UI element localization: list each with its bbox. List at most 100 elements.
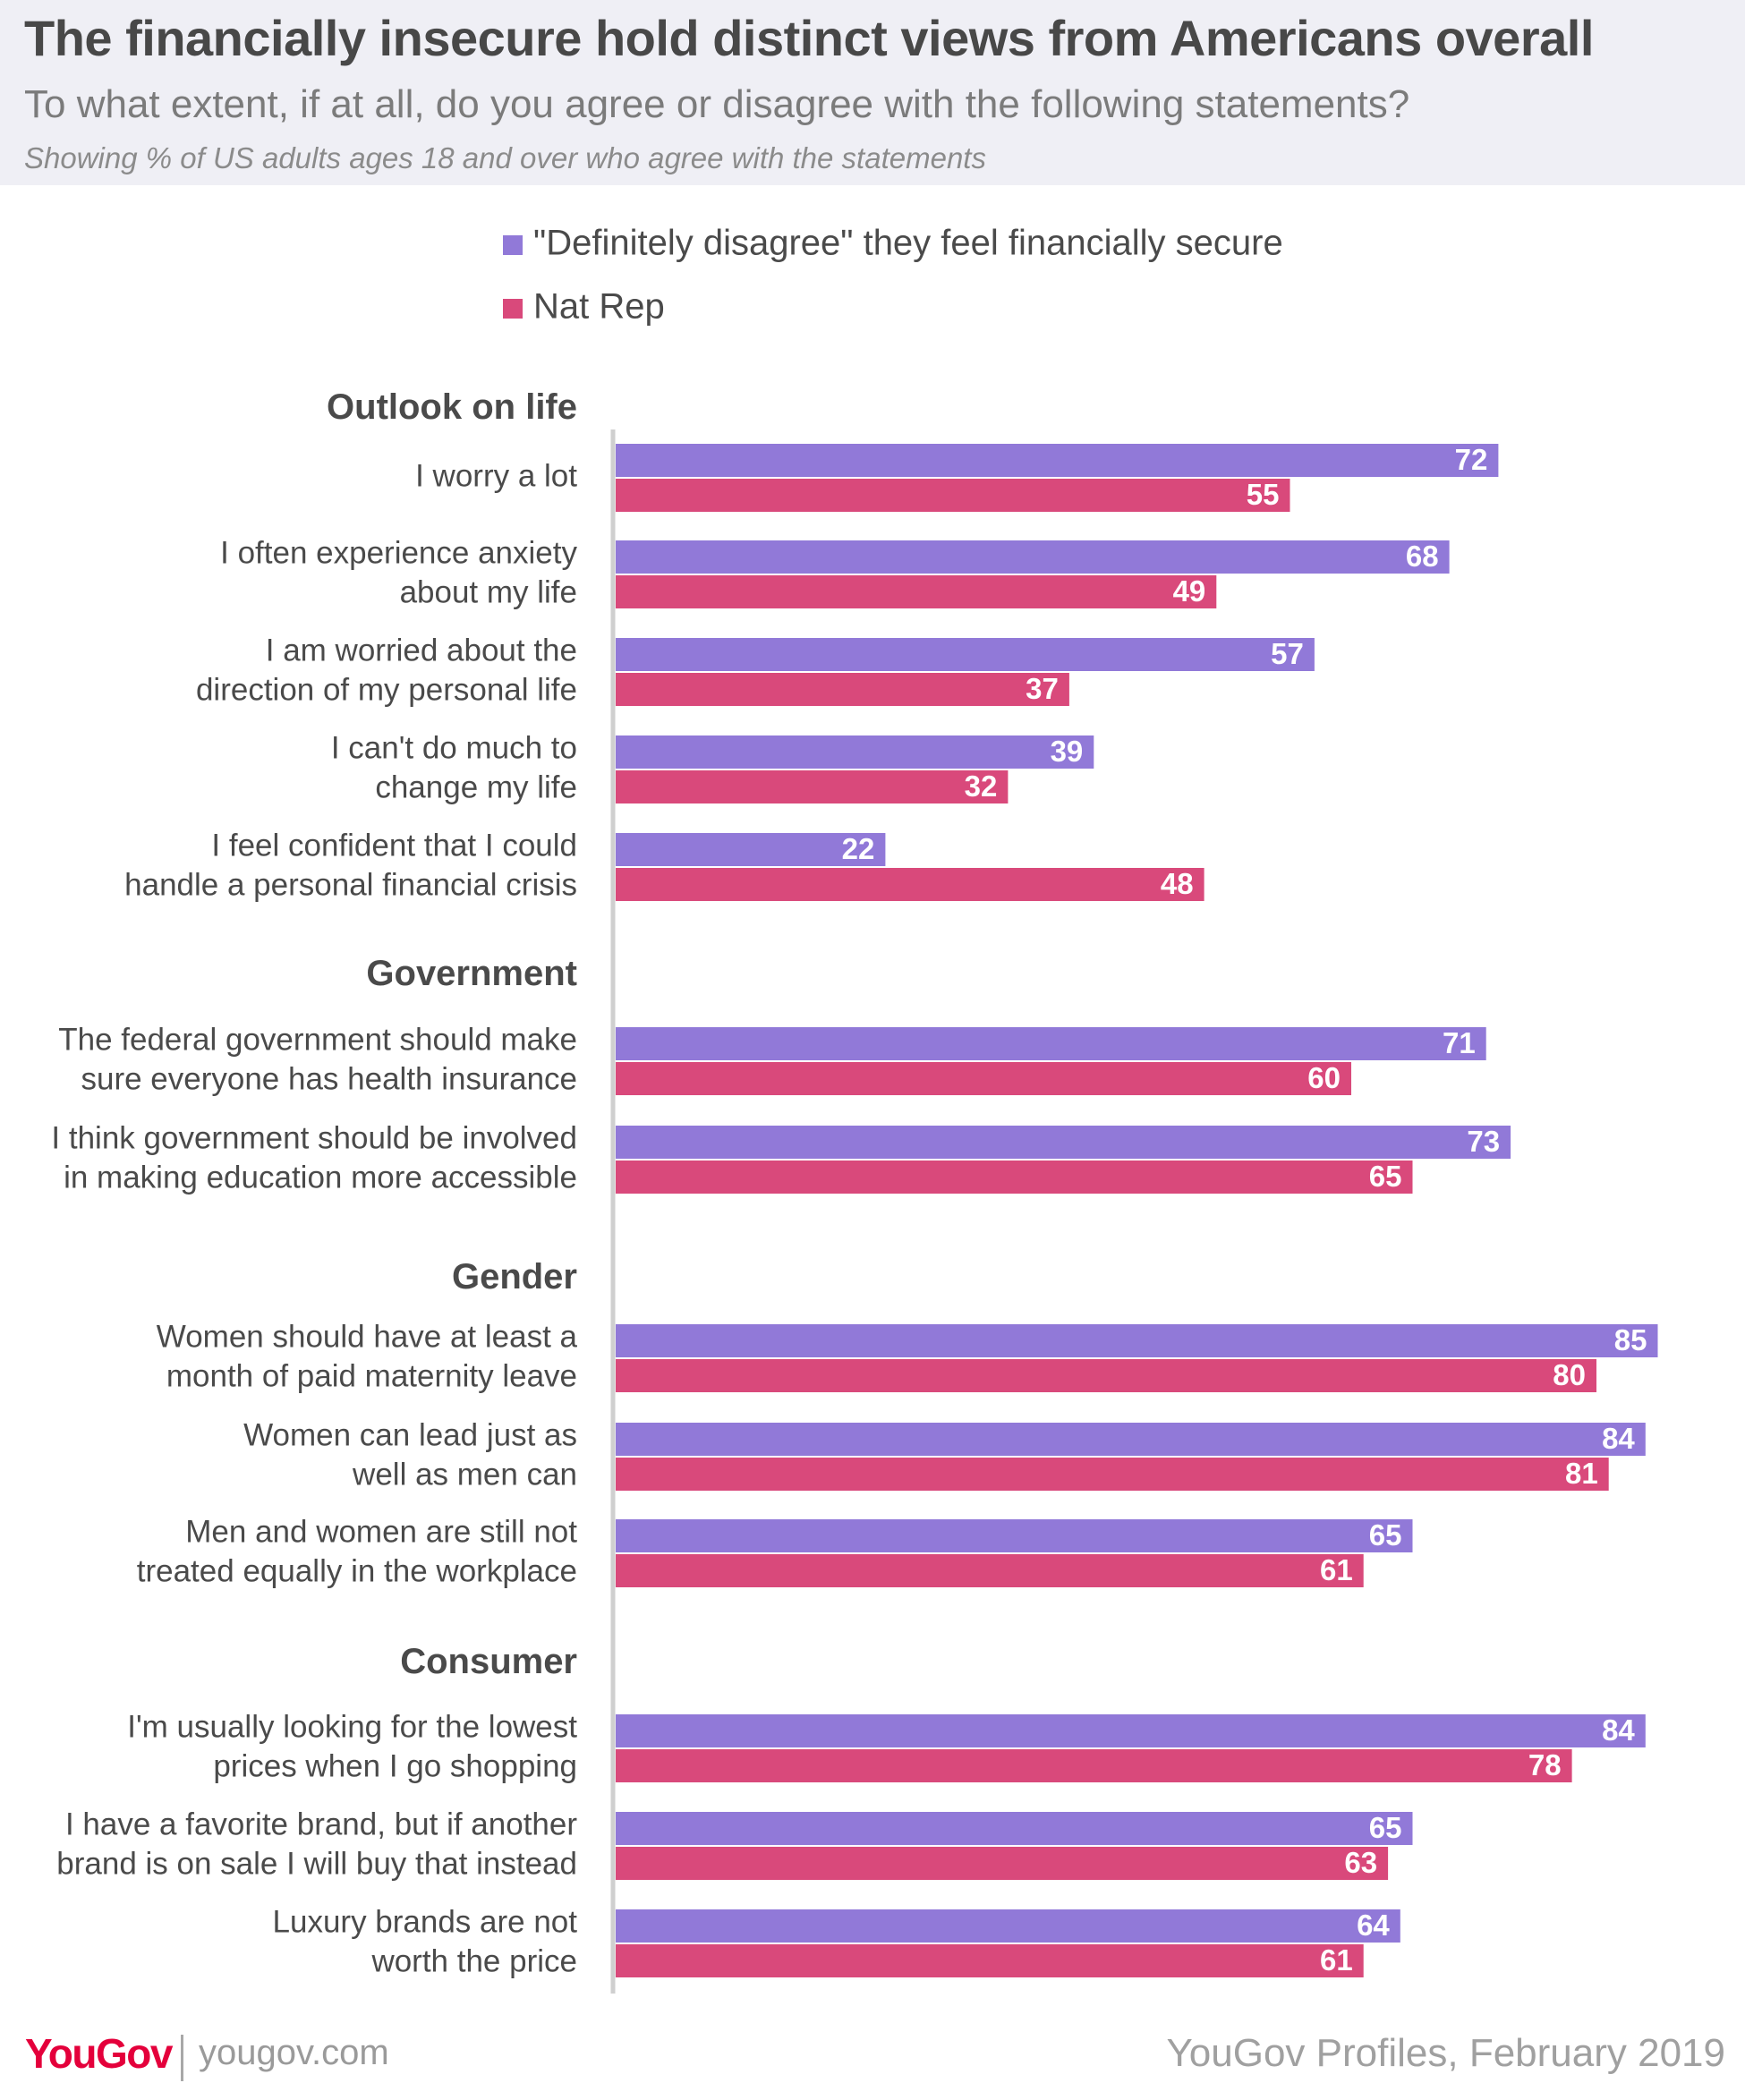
footer-url: yougov.com: [199, 2033, 389, 2072]
group-consumer: Consumer I'm usually looking for the lowe…: [56, 1642, 1646, 1978]
value-label-series-1: 85: [1614, 1323, 1647, 1356]
category-label: change my life: [375, 769, 577, 804]
value-label-series-2: 49: [1173, 574, 1206, 608]
value-label-series-1: 64: [1357, 1909, 1390, 1942]
group-header: Outlook on life: [327, 387, 577, 427]
bar-item: Women can lead just as well as men can 848…: [243, 1417, 1646, 1492]
bar-series-2: [616, 1847, 1389, 1880]
value-label-series-2: 61: [1320, 1943, 1353, 1977]
value-label-series-1: 72: [1455, 443, 1488, 476]
category-label: I often experience anxiety: [220, 535, 577, 570]
category-label: treated equally in the workplace: [137, 1553, 577, 1588]
category-label: month of paid maternity leave: [166, 1358, 577, 1393]
category-label: I worry a lot: [415, 458, 577, 493]
bar-item: I'm usually looking for the lowest prices…: [127, 1709, 1646, 1783]
category-label: Women can lead just as: [243, 1417, 577, 1452]
group-header: Government: [366, 954, 577, 993]
legend-swatch-2: [503, 299, 523, 319]
value-label-series-1: 57: [1271, 637, 1304, 670]
bar-series-1: [616, 1324, 1658, 1357]
value-label-series-2: 61: [1320, 1553, 1353, 1586]
group-header: Gender: [452, 1257, 577, 1297]
category-label: brand is on sale I will buy that instead: [56, 1846, 577, 1881]
bar-item: I think government should be involved in …: [51, 1120, 1511, 1195]
group-outlook-on-life: Outlook on life I worry a lot 72 55 I often …: [124, 387, 1499, 902]
bar-series-1: [616, 1519, 1413, 1552]
category-label: worth the price: [370, 1943, 577, 1978]
bar-series-1: [616, 444, 1499, 477]
value-label-series-1: 39: [1051, 735, 1084, 768]
chart-subtitle: To what extent, if at all, do you agree …: [24, 82, 1410, 126]
category-label: Men and women are still not: [185, 1514, 577, 1549]
bar-item: The federal government should make sure e…: [58, 1022, 1486, 1096]
category-label: Women should have at least a: [157, 1319, 578, 1354]
bar-series-1: [616, 1812, 1413, 1845]
category-label: I think government should be involved: [51, 1120, 577, 1155]
value-label-series-2: 81: [1565, 1457, 1598, 1490]
category-label: I can't do much to: [331, 730, 577, 765]
category-label: I have a favorite brand, but if another: [65, 1807, 577, 1841]
value-label-series-2: 65: [1369, 1160, 1402, 1193]
bar-series-2: [616, 1944, 1364, 1977]
legend-label-2: Nat Rep: [533, 287, 665, 327]
group-government: Government The federal government should …: [51, 954, 1511, 1195]
category-label: in making education more accessible: [64, 1160, 577, 1195]
category-label: about my life: [400, 574, 577, 609]
bar-item: Men and women are still not treated equal…: [137, 1514, 1413, 1588]
bar-series-1: [616, 1423, 1646, 1456]
value-label-series-2: 55: [1247, 478, 1280, 511]
bar-series-2: [616, 1458, 1609, 1491]
value-label-series-2: 48: [1161, 867, 1194, 900]
category-label: direction of my personal life: [196, 672, 577, 707]
value-label-series-1: 84: [1602, 1713, 1635, 1747]
category-label: I'm usually looking for the lowest: [127, 1709, 577, 1744]
yougov-logo: YouGov: [25, 2030, 173, 2077]
group-gender: Gender Women should have at least a month …: [137, 1257, 1658, 1588]
value-label-series-1: 84: [1602, 1422, 1635, 1455]
category-label: well as men can: [352, 1457, 577, 1492]
value-label-series-1: 68: [1406, 540, 1439, 573]
chart-title: The financially insecure hold distinct v…: [24, 10, 1594, 66]
group-header: Consumer: [400, 1642, 577, 1681]
bar-series-2: [616, 1359, 1596, 1392]
value-label-series-2: 80: [1553, 1358, 1586, 1391]
value-label-series-1: 22: [842, 832, 875, 865]
bar-series-2: [616, 1554, 1364, 1587]
bar-series-2: [616, 868, 1204, 901]
value-label-series-2: 37: [1026, 672, 1059, 705]
category-label: sure everyone has health insurance: [81, 1061, 577, 1096]
category-label: handle a personal financial crisis: [124, 867, 577, 902]
bar-item: I worry a lot 72 55: [415, 443, 1499, 512]
value-label-series-1: 65: [1369, 1811, 1402, 1844]
bar-series-1: [616, 1126, 1511, 1159]
bar-series-2: [616, 673, 1069, 706]
legend-label-1: "Definitely disagree" they feel financia…: [533, 224, 1283, 263]
category-label: The federal government should make: [58, 1022, 577, 1057]
value-label-series-1: 65: [1369, 1518, 1402, 1552]
bar-series-1: [616, 1714, 1646, 1747]
chart-groups: Outlook on life I worry a lot 72 55 I often …: [51, 387, 1658, 1978]
bar-item: I am worried about the direction of my pe…: [196, 633, 1315, 707]
value-label-series-2: 78: [1528, 1748, 1562, 1781]
bar-series-1: [616, 540, 1450, 574]
bar-series-2: [616, 1161, 1413, 1194]
header: The financially insecure hold distinct v…: [0, 0, 1745, 185]
value-label-series-2: 32: [965, 769, 998, 803]
category-label: I feel confident that I could: [211, 828, 577, 863]
bar-item: I can't do much to change my life 39 32: [331, 730, 1094, 804]
bar-series-2: [616, 1062, 1351, 1095]
bar-item: I often experience anxiety about my life 6…: [220, 535, 1450, 609]
bar-series-2: [616, 479, 1290, 512]
bar-series-1: [616, 638, 1315, 671]
footer-source: YouGov Profiles, February 2019: [1166, 2031, 1725, 2075]
bar-item: Women should have at least a month of pai…: [157, 1319, 1658, 1393]
footer-divider: [181, 2035, 183, 2081]
value-label-series-2: 60: [1307, 1061, 1341, 1094]
value-label-series-1: 71: [1443, 1026, 1476, 1059]
bar-series-2: [616, 770, 1009, 803]
value-label-series-2: 63: [1344, 1846, 1377, 1879]
category-label: Luxury brands are not: [273, 1904, 578, 1939]
legend: "Definitely disagree" they feel financia…: [503, 224, 1283, 327]
